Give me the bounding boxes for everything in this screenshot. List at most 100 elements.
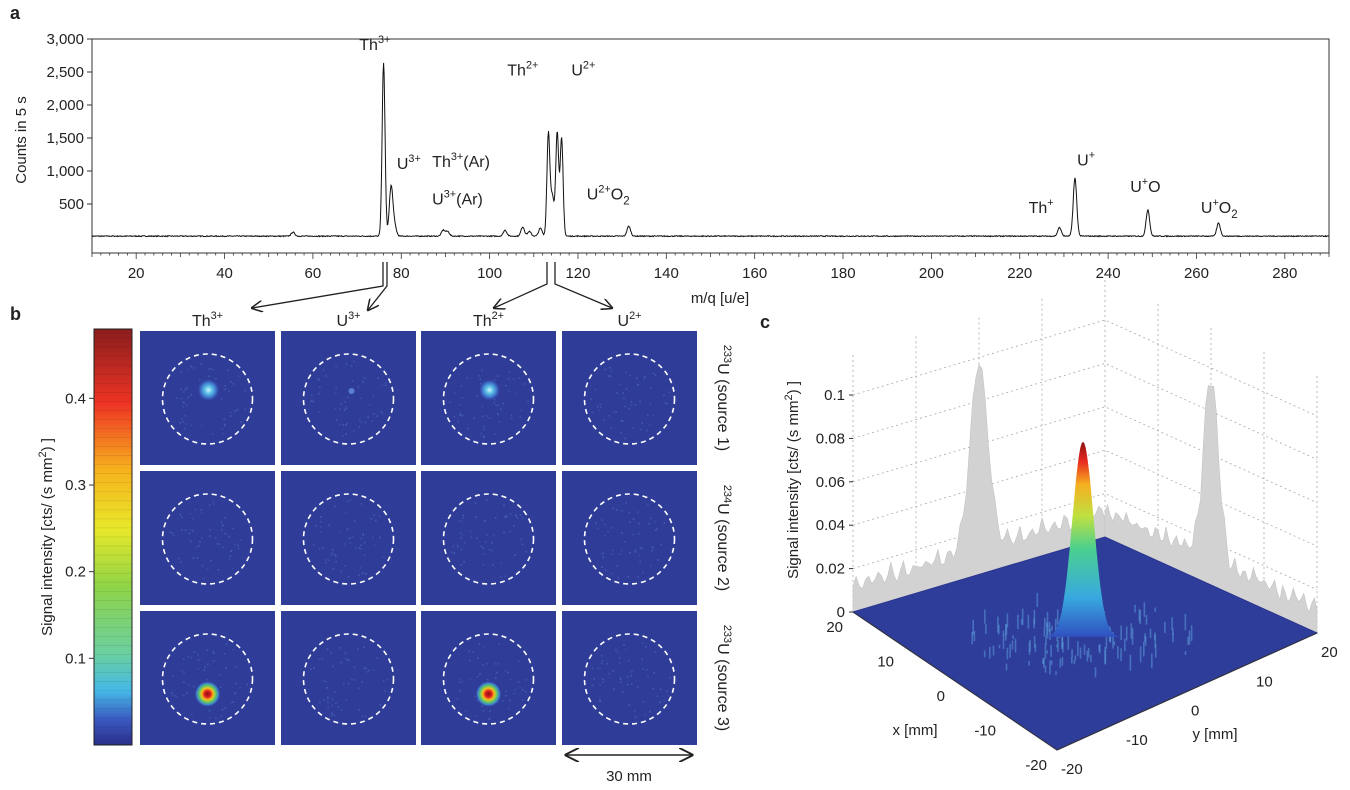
noise-pixel	[464, 710, 467, 712]
noise-pixel	[645, 668, 648, 671]
x-axis-label: m/q [u/e]	[691, 290, 749, 307]
detector-outline	[583, 493, 676, 585]
noise-pixel	[355, 547, 357, 549]
noise-pixel	[515, 515, 517, 517]
noise-pixel	[208, 709, 211, 712]
noise-pixel	[352, 535, 354, 538]
noise-pixel	[199, 540, 201, 543]
noise-pixel	[234, 410, 237, 412]
noise-pixel	[189, 512, 192, 515]
noise-pixel	[600, 406, 602, 408]
z-tick-label: 0.1	[824, 387, 845, 404]
noise-pixel	[649, 564, 652, 567]
beam-cell	[281, 331, 416, 465]
grid-line	[852, 319, 1318, 417]
noise-pixel	[601, 552, 604, 555]
noise-pixel	[479, 673, 481, 675]
noise-pixel	[458, 681, 461, 683]
noise-pixel	[189, 529, 192, 531]
noise-pixel	[474, 502, 477, 504]
noise-pixel	[234, 692, 237, 695]
noise-pixel	[373, 544, 376, 547]
noise-pixel	[461, 397, 464, 399]
noise-pixel	[201, 537, 203, 539]
noise-pixel	[489, 710, 491, 713]
noise-pixel	[183, 671, 185, 673]
noise-pixel	[344, 565, 346, 567]
noise-pixel	[460, 548, 463, 551]
noise-pixel	[360, 421, 362, 424]
noise-pixel	[600, 654, 603, 657]
noise-pixel	[327, 706, 329, 709]
noise-pixel	[351, 678, 353, 681]
noise-pixel	[472, 651, 474, 654]
noise-pixel	[185, 423, 188, 425]
noise-pixel	[626, 676, 629, 678]
noise-pixel	[633, 710, 636, 712]
noise-pixel	[332, 567, 335, 570]
noise-pixel	[504, 516, 507, 518]
x-tick-label: 180	[831, 265, 856, 282]
noise-pixel	[608, 415, 610, 417]
noise-pixel	[618, 383, 621, 386]
y-tick-label: 1,500	[46, 130, 84, 147]
noise-pixel	[481, 369, 483, 372]
y-tick-label: 2,500	[46, 64, 84, 81]
noise-pixel	[198, 379, 201, 382]
noise-pixel	[608, 672, 610, 675]
noise-pixel	[187, 655, 189, 658]
noise-pixel	[220, 528, 223, 531]
noise-pixel	[510, 414, 513, 417]
noise-pixel	[623, 397, 625, 400]
noise-pixel	[629, 374, 631, 376]
noise-pixel	[212, 501, 215, 503]
noise-pixel	[656, 695, 659, 697]
noise-pixel	[340, 709, 343, 711]
noise-pixel	[494, 517, 497, 519]
noise-pixel	[477, 657, 479, 659]
grid-line	[852, 362, 1318, 460]
noise-pixel	[611, 572, 614, 575]
noise-pixel	[344, 401, 346, 403]
noise-pixel	[627, 659, 630, 662]
noise-pixel	[503, 504, 505, 507]
noise-pixel	[656, 528, 658, 530]
noise-pixel	[458, 520, 461, 522]
noise-pixel	[180, 388, 182, 391]
noise-pixel	[182, 401, 185, 403]
noise-pixel	[486, 534, 488, 536]
noise-pixel	[612, 507, 614, 510]
noise-pixel	[224, 388, 227, 391]
noise-pixel	[371, 420, 374, 422]
noise-pixel	[328, 524, 330, 526]
noise-pixel	[607, 530, 609, 533]
noise-pixel	[197, 659, 200, 661]
noise-pixel	[175, 397, 178, 399]
noise-pixel	[497, 404, 499, 407]
column-header: Th3+	[192, 310, 223, 330]
noise-pixel	[337, 706, 340, 708]
noise-pixel	[632, 427, 635, 429]
noise-pixel	[347, 682, 350, 685]
y-tick-label-3d: 0	[1191, 703, 1199, 720]
noise-pixel	[513, 692, 515, 695]
noise-pixel	[618, 662, 621, 664]
noise-pixel	[637, 686, 639, 688]
noise-pixel	[485, 415, 488, 417]
noise-pixel	[505, 385, 507, 387]
noise-pixel	[599, 700, 601, 703]
noise-pixel	[518, 660, 520, 663]
noise-pixel	[180, 397, 183, 400]
noise-pixel	[341, 435, 344, 437]
noise-pixel	[358, 574, 360, 577]
noise-pixel	[615, 649, 617, 651]
noise-pixel	[505, 515, 508, 518]
beam-spot	[194, 681, 221, 707]
noise-pixel	[357, 546, 360, 549]
noise-pixel	[649, 402, 652, 405]
noise-pixel	[324, 559, 327, 561]
noise-pixel	[630, 404, 633, 406]
noise-pixel	[519, 416, 521, 418]
noise-pixel	[461, 414, 464, 417]
noise-pixel	[641, 642, 644, 644]
